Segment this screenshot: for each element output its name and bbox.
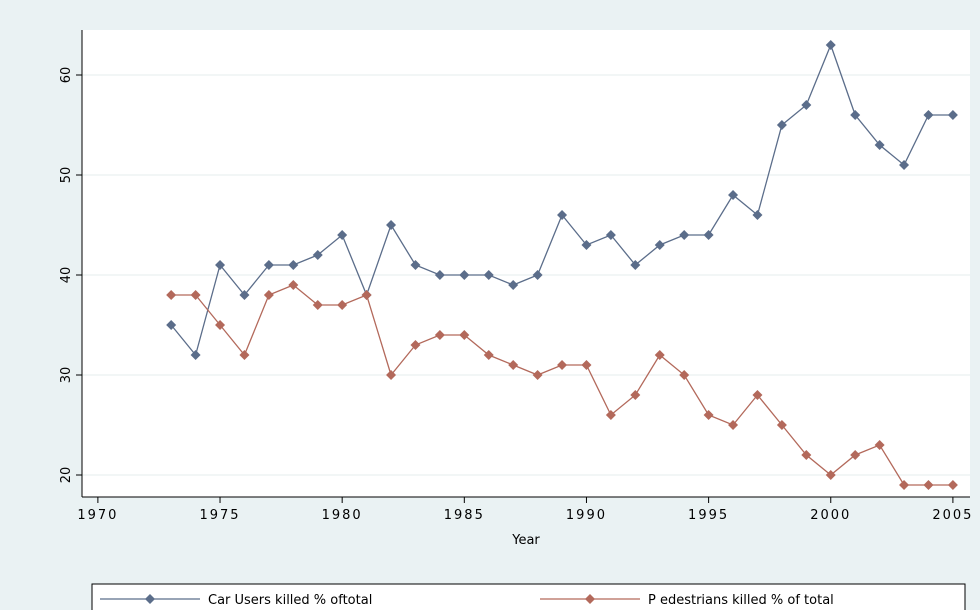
point xyxy=(190,290,201,300)
y-tick-label: 40 xyxy=(59,267,74,284)
point xyxy=(605,410,616,420)
point xyxy=(874,440,885,450)
legend-label: Car Users killed % oftotal xyxy=(208,593,372,608)
y-tick-label: 20 xyxy=(59,467,74,484)
point xyxy=(752,390,763,400)
point xyxy=(728,190,739,200)
point xyxy=(703,230,714,240)
point xyxy=(899,160,910,170)
point xyxy=(532,270,543,280)
y-tick-label: 50 xyxy=(59,167,74,184)
legend-marker xyxy=(585,594,595,604)
y-tick-label: 60 xyxy=(59,67,74,84)
point xyxy=(215,260,226,270)
point xyxy=(947,110,958,120)
point xyxy=(850,450,861,460)
point xyxy=(459,270,470,280)
point xyxy=(899,480,910,490)
point xyxy=(337,300,348,310)
point xyxy=(557,360,568,370)
point xyxy=(410,340,421,350)
point xyxy=(825,470,836,480)
point xyxy=(605,230,616,240)
point xyxy=(166,320,177,330)
x-tick-label: 2005 xyxy=(932,508,973,523)
legend-label: P edestrians killed % of total xyxy=(648,593,834,608)
point xyxy=(483,270,494,280)
x-tick-label: 1985 xyxy=(444,508,485,523)
point xyxy=(679,230,690,240)
point xyxy=(166,290,177,300)
point xyxy=(190,350,201,360)
point xyxy=(947,480,958,490)
point xyxy=(263,260,274,270)
point xyxy=(703,410,714,420)
x-tick-label: 1995 xyxy=(688,508,729,523)
x-tick-label: 1980 xyxy=(322,508,363,523)
point xyxy=(825,40,836,50)
point xyxy=(288,280,299,290)
y-tick-label: 30 xyxy=(59,367,74,384)
point xyxy=(386,220,397,230)
point xyxy=(654,240,665,250)
point xyxy=(239,350,250,360)
point xyxy=(434,270,445,280)
point xyxy=(874,140,885,150)
point xyxy=(557,210,568,220)
point xyxy=(654,350,665,360)
point xyxy=(801,100,812,110)
point xyxy=(630,260,641,270)
x-axis-label: Year xyxy=(511,533,540,548)
point xyxy=(581,240,592,250)
x-tick-label: 2000 xyxy=(810,508,851,523)
point xyxy=(410,260,421,270)
legend-marker xyxy=(145,594,155,604)
point xyxy=(581,360,592,370)
point xyxy=(434,330,445,340)
point xyxy=(239,290,250,300)
point xyxy=(312,250,323,260)
x-tick-label: 1970 xyxy=(77,508,118,523)
x-tick-label: 1975 xyxy=(199,508,240,523)
point xyxy=(728,420,739,430)
point xyxy=(483,350,494,360)
point xyxy=(361,290,372,300)
point xyxy=(923,480,934,490)
point xyxy=(459,330,470,340)
legend-box xyxy=(91,583,966,610)
point xyxy=(679,370,690,380)
point xyxy=(776,420,787,430)
point xyxy=(630,390,641,400)
point xyxy=(850,110,861,120)
point xyxy=(801,450,812,460)
point xyxy=(263,290,274,300)
point xyxy=(776,120,787,130)
point xyxy=(312,300,323,310)
plot-area xyxy=(82,30,970,497)
point xyxy=(215,320,226,330)
point xyxy=(288,260,299,270)
point xyxy=(752,210,763,220)
point xyxy=(508,280,519,290)
point xyxy=(337,230,348,240)
point xyxy=(923,110,934,120)
x-tick-label: 1990 xyxy=(566,508,607,523)
point xyxy=(532,370,543,380)
point xyxy=(508,360,519,370)
point xyxy=(386,370,397,380)
